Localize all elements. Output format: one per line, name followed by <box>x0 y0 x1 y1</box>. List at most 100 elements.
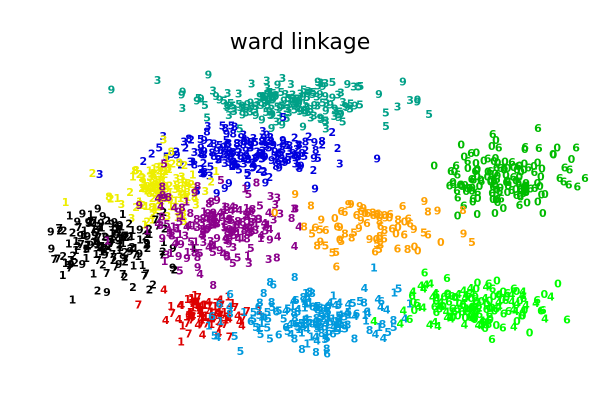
data-point: 3 <box>230 103 238 116</box>
data-point: 4 <box>197 300 205 313</box>
data-point: 4 <box>372 328 380 341</box>
data-point: 8 <box>177 183 185 196</box>
data-point: 3 <box>248 77 256 90</box>
data-point: 6 <box>533 294 541 307</box>
data-point: 2 <box>99 259 107 272</box>
data-point: 5 <box>420 226 428 239</box>
data-point: 6 <box>495 141 503 154</box>
data-point: 3 <box>273 115 281 128</box>
data-point: 4 <box>227 204 235 217</box>
data-point: 6 <box>404 212 412 225</box>
data-point: 1 <box>174 223 182 236</box>
data-point: 1 <box>211 217 219 230</box>
data-point: 6 <box>363 306 371 319</box>
data-point: 5 <box>284 92 292 105</box>
data-point: 9 <box>311 136 319 149</box>
data-point: 1 <box>119 237 127 250</box>
data-point: 1 <box>72 235 80 248</box>
data-point: 4 <box>380 332 388 345</box>
data-point: 2 <box>144 185 152 198</box>
data-point: 3 <box>211 212 219 225</box>
data-point: 3 <box>223 100 231 113</box>
data-point: 8 <box>239 138 247 151</box>
data-point: 0 <box>473 163 481 176</box>
data-point: 1 <box>310 318 318 331</box>
data-point: 8 <box>291 271 299 284</box>
data-point: 6 <box>508 156 516 169</box>
data-point: 8 <box>154 174 162 187</box>
data-point: 9 <box>276 101 284 114</box>
data-point: 9 <box>85 216 93 229</box>
data-point: 3 <box>248 205 256 218</box>
data-point: 6 <box>503 287 511 300</box>
data-point: 8 <box>307 200 315 213</box>
data-point: 1 <box>337 316 345 329</box>
data-point: 3 <box>176 188 184 201</box>
data-point: 4 <box>420 283 428 296</box>
data-point: 5 <box>341 323 349 336</box>
data-point: 0 <box>504 180 512 193</box>
data-point: 3 <box>279 143 287 156</box>
data-point: 4 <box>313 319 321 332</box>
data-point: 9 <box>136 247 144 260</box>
data-point: 1 <box>117 221 125 234</box>
data-point: 1 <box>176 211 184 224</box>
data-point: 6 <box>497 193 505 206</box>
data-point: 3 <box>201 185 209 198</box>
data-point: 8 <box>205 198 213 211</box>
data-point: 4 <box>234 310 242 323</box>
data-point: 1 <box>116 241 124 254</box>
data-point: 2 <box>115 223 123 236</box>
data-point: 8 <box>344 319 352 332</box>
data-point: 8 <box>165 191 173 204</box>
data-point: 4 <box>306 317 314 330</box>
data-point: 1 <box>207 318 215 331</box>
data-point: 6 <box>508 184 516 197</box>
data-point: 2 <box>110 254 118 267</box>
data-point: 5 <box>163 151 171 164</box>
data-point: 5 <box>395 283 403 296</box>
data-point: 8 <box>313 312 321 325</box>
data-point: 5 <box>224 251 232 264</box>
data-point: 6 <box>496 185 504 198</box>
data-point: 4 <box>236 204 244 217</box>
data-point: 6 <box>526 183 534 196</box>
data-point: 8 <box>191 191 199 204</box>
data-point: 5 <box>284 303 292 316</box>
data-point: 0 <box>492 319 500 332</box>
data-point: 0 <box>486 313 494 326</box>
data-point: 4 <box>287 328 295 341</box>
data-point: 3 <box>279 72 287 85</box>
data-point: 5 <box>246 138 254 151</box>
data-point: 3 <box>193 221 201 234</box>
data-point: 8 <box>199 213 207 226</box>
data-point: 1 <box>212 165 220 178</box>
data-point: 6 <box>483 303 491 316</box>
data-point: 4 <box>519 286 527 299</box>
data-point: 7 <box>67 254 75 267</box>
data-point: 0 <box>461 179 469 192</box>
data-point: 9 <box>356 200 364 213</box>
data-point: 5 <box>237 345 245 358</box>
data-point: 8 <box>209 279 217 292</box>
data-point: 8 <box>208 239 216 252</box>
data-point: 1 <box>202 309 210 322</box>
data-point: 8 <box>268 296 276 309</box>
data-point: 5 <box>230 229 238 242</box>
data-point: 5 <box>316 223 324 236</box>
data-point: 5 <box>283 139 291 152</box>
data-point: 3 <box>164 210 172 223</box>
data-point: 5 <box>207 161 215 174</box>
data-point: 4 <box>432 287 440 300</box>
data-point: 9 <box>238 100 246 113</box>
data-point: 9 <box>161 192 169 205</box>
data-point: 1 <box>217 309 225 322</box>
data-point: 3 <box>313 91 321 104</box>
data-point: 8 <box>294 305 302 318</box>
data-point: 2 <box>255 163 263 176</box>
data-point: 7 <box>122 253 130 266</box>
data-point: 0 <box>516 294 524 307</box>
data-point: 8 <box>191 247 199 260</box>
data-point: 5 <box>341 311 349 324</box>
data-point: 8 <box>181 176 189 189</box>
